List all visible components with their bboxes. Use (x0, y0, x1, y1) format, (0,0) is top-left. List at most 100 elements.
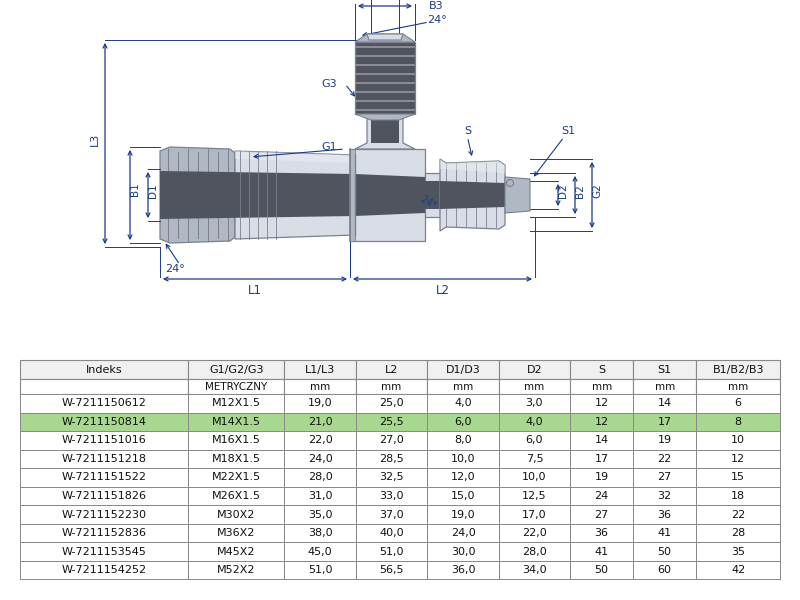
Bar (20, 431, 188, 450)
Bar (696, 394, 780, 413)
Text: 51,0: 51,0 (379, 547, 404, 557)
Text: 42: 42 (731, 565, 746, 575)
Text: 12,0: 12,0 (450, 472, 475, 482)
Bar (427, 542, 498, 561)
Text: 22,0: 22,0 (522, 528, 546, 538)
Polygon shape (350, 149, 355, 241)
Polygon shape (440, 181, 505, 209)
Text: M14X1.5: M14X1.5 (212, 417, 261, 427)
Text: 25,0: 25,0 (379, 398, 404, 409)
Polygon shape (235, 151, 355, 163)
Bar (20, 468, 188, 487)
Bar (285, 505, 356, 524)
Bar (427, 561, 498, 580)
Bar (188, 431, 285, 450)
Text: W-7211151826: W-7211151826 (62, 491, 146, 501)
Bar (427, 468, 498, 487)
Text: 6: 6 (734, 398, 742, 409)
Text: S1: S1 (658, 365, 672, 375)
Text: 8,0: 8,0 (454, 436, 472, 445)
Polygon shape (355, 114, 415, 120)
Polygon shape (425, 181, 440, 209)
Bar (427, 394, 498, 413)
Polygon shape (440, 159, 505, 173)
Bar (356, 542, 427, 561)
Bar (188, 450, 285, 468)
Text: 24°: 24° (427, 15, 447, 25)
Bar (633, 413, 696, 431)
Bar (498, 394, 570, 413)
Bar (696, 542, 780, 561)
Text: L1/L3: L1/L3 (305, 365, 335, 375)
Bar (498, 542, 570, 561)
Bar (427, 379, 498, 394)
Text: mm: mm (728, 382, 748, 392)
Text: 19: 19 (594, 472, 609, 482)
Text: 24°: 24° (418, 194, 438, 212)
Text: W-7211151522: W-7211151522 (62, 472, 146, 482)
Bar (570, 524, 633, 542)
Text: W-7211151218: W-7211151218 (62, 454, 146, 464)
Bar (696, 379, 780, 394)
Text: 3,0: 3,0 (526, 398, 543, 409)
Bar (188, 379, 285, 394)
Bar (20, 379, 188, 394)
Bar (570, 379, 633, 394)
Bar (188, 487, 285, 505)
Bar (570, 361, 633, 379)
Text: 36: 36 (594, 528, 609, 538)
Bar (20, 487, 188, 505)
Text: 6,0: 6,0 (454, 417, 472, 427)
Polygon shape (160, 147, 235, 243)
Text: Indeks: Indeks (86, 365, 122, 375)
Text: 28: 28 (731, 528, 746, 538)
Text: 19: 19 (658, 436, 672, 445)
Text: G2: G2 (592, 184, 602, 199)
Text: 19,0: 19,0 (308, 398, 333, 409)
Bar (696, 524, 780, 542)
Text: M36X2: M36X2 (217, 528, 255, 538)
Text: B3: B3 (429, 1, 444, 11)
Text: 50: 50 (594, 565, 609, 575)
Text: 14: 14 (594, 436, 609, 445)
Polygon shape (440, 159, 505, 231)
Text: L3: L3 (90, 133, 100, 146)
Bar (285, 379, 356, 394)
Bar (633, 542, 696, 561)
Bar (285, 450, 356, 468)
Bar (696, 561, 780, 580)
Bar (498, 524, 570, 542)
Bar (696, 361, 780, 379)
Text: 8: 8 (734, 417, 742, 427)
Text: 36: 36 (658, 509, 672, 520)
Text: 27: 27 (594, 509, 609, 520)
Bar (570, 450, 633, 468)
Text: 19,0: 19,0 (450, 509, 475, 520)
Polygon shape (235, 151, 355, 239)
Bar (285, 524, 356, 542)
Bar (20, 542, 188, 561)
Bar (20, 450, 188, 468)
Bar (285, 468, 356, 487)
Bar (696, 450, 780, 468)
Polygon shape (355, 42, 415, 114)
Polygon shape (367, 34, 403, 40)
Text: 32: 32 (658, 491, 672, 501)
Text: mm: mm (591, 382, 612, 392)
Text: 36,0: 36,0 (450, 565, 475, 575)
Bar (20, 524, 188, 542)
Bar (633, 361, 696, 379)
Bar (498, 505, 570, 524)
Bar (570, 542, 633, 561)
Text: 51,0: 51,0 (308, 565, 333, 575)
Text: 12: 12 (594, 398, 609, 409)
Text: B1: B1 (130, 182, 140, 196)
Text: 50: 50 (658, 547, 672, 557)
Bar (356, 394, 427, 413)
Text: 28,0: 28,0 (308, 472, 333, 482)
Text: W-7211150814: W-7211150814 (62, 417, 146, 427)
Polygon shape (425, 173, 440, 217)
Text: 17: 17 (658, 417, 672, 427)
Bar (570, 561, 633, 580)
Bar (498, 361, 570, 379)
